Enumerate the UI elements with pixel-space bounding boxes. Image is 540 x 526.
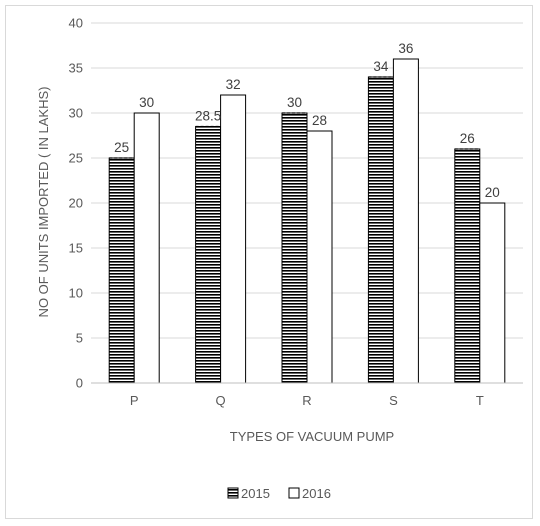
x-tick-label-S: S (389, 393, 398, 408)
legend-label-2016: 2016 (302, 486, 331, 501)
legend-swatch-2015 (227, 487, 239, 499)
y-tick-label-10: 10 (69, 286, 83, 301)
bar-2015-P (108, 157, 135, 384)
y-tick-label-35: 35 (69, 61, 83, 76)
y-tick-label-25: 25 (69, 151, 83, 166)
bars (108, 58, 506, 384)
data-label-2015-P: 25 (114, 140, 129, 155)
legend-swatch-2016 (288, 487, 300, 499)
data-label-2015-T: 26 (460, 131, 475, 146)
data-label-2015-R: 30 (287, 95, 302, 110)
bar-2016-Q (220, 94, 247, 384)
data-label-2015-Q: 28.5 (195, 109, 221, 124)
data-label-2016-P: 30 (139, 95, 154, 110)
x-tick-label-P: P (130, 393, 139, 408)
legend: 2015 2016 (227, 486, 331, 501)
bar-2015-S (367, 76, 394, 384)
bar-2016-T (479, 202, 506, 384)
data-label-2015-S: 34 (373, 59, 389, 74)
x-tick-label-Q: Q (216, 393, 226, 408)
y-tick-label-5: 5 (76, 331, 83, 346)
bar-2016-R (306, 130, 333, 384)
data-label-2016-Q: 32 (226, 77, 241, 92)
bar-2015-T (454, 148, 481, 384)
x-axis-title: TYPES OF VACUUM PUMP (230, 429, 394, 444)
data-label-2016-T: 20 (485, 185, 500, 200)
y-axis-ticks: 0 5 10 15 20 25 30 35 40 (69, 16, 83, 391)
data-labels: 25 30 28.5 32 30 28 34 36 26 20 (114, 41, 500, 200)
y-tick-label-30: 30 (69, 106, 83, 121)
data-label-2016-R: 28 (312, 113, 327, 128)
chart-frame: 0 5 10 15 20 25 30 35 40 25 30 28.5 32 30 28 34 36 26 20 … (5, 5, 533, 519)
bar-2016-P (133, 112, 160, 384)
y-tick-label-0: 0 (76, 376, 83, 391)
y-tick-label-20: 20 (69, 196, 83, 211)
legend-label-2015: 2015 (241, 486, 270, 501)
x-tick-label-T: T (476, 393, 484, 408)
bar-2015-R (281, 112, 308, 384)
x-tick-label-R: R (302, 393, 311, 408)
data-label-2016-S: 36 (398, 41, 413, 56)
bar-2015-Q (195, 126, 222, 384)
y-axis-title: NO OF UNITS IMPORTED ( IN LAKHS) (36, 87, 51, 318)
y-tick-label-40: 40 (69, 16, 83, 31)
y-tick-label-15: 15 (69, 241, 83, 256)
x-axis-ticks: P Q R S T (130, 393, 484, 408)
bar-2016-S (392, 58, 419, 384)
